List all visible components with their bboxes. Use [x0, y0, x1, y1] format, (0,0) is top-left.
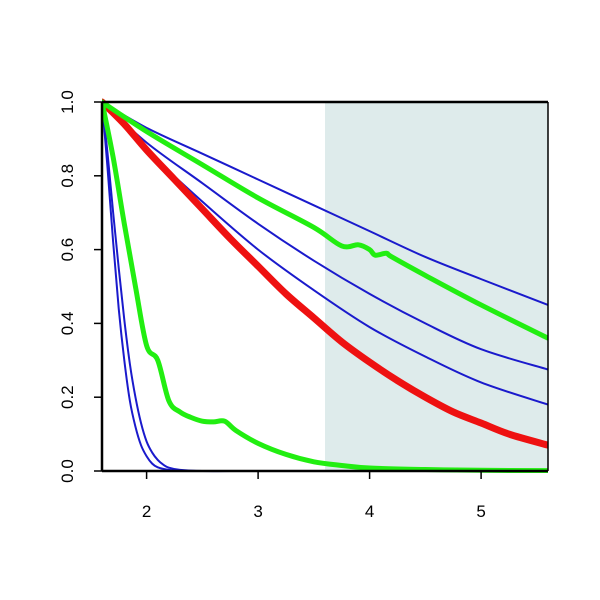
- x-tick-label: 2: [142, 502, 151, 521]
- y-tick-label: 0.6: [58, 238, 77, 262]
- y-tick-label: 0.4: [58, 312, 77, 336]
- y-tick-label: 1.0: [58, 90, 77, 114]
- y-tick-label: 0.8: [58, 164, 77, 188]
- series-line-7: [102, 99, 548, 473]
- series-line-8: [102, 99, 548, 341]
- x-tick-label: 4: [365, 502, 374, 521]
- shaded-region-layer: [325, 102, 548, 471]
- y-tick-label: 0.0: [58, 459, 77, 483]
- series-line-6: [102, 98, 548, 449]
- shaded-region: [325, 102, 548, 471]
- y-tick-label: 0.2: [58, 385, 77, 409]
- series-line-4: [102, 101, 548, 371]
- axes: [100, 100, 549, 473]
- x-tick-label: 3: [253, 502, 262, 521]
- series-line-5: [102, 101, 548, 306]
- x-tick-label: 5: [476, 502, 485, 521]
- tick-labels: 2 3 4 5 0.0 0.2 0.4 0.6 0.8 1.0: [58, 90, 486, 521]
- series-layer: [102, 98, 548, 473]
